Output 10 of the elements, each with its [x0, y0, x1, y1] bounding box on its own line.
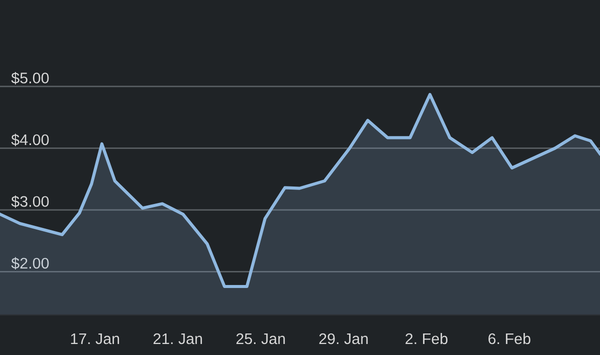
y-tick-label: $4.00 — [11, 134, 49, 146]
x-tick-label: 17. Jan — [71, 334, 120, 344]
x-tick-label: 25. Jan — [236, 333, 285, 344]
y-tick-label: $2.00 — [11, 257, 49, 270]
x-tick-label: 21. Jan — [154, 333, 202, 344]
x-tick-label: 2. Feb — [406, 332, 448, 344]
y-tick-label: $5.00 — [11, 72, 49, 84]
x-tick-label: 29. Jan — [319, 333, 368, 344]
y-tick-label: $3.00 — [11, 195, 49, 208]
x-tick-label: 6. Feb — [488, 332, 530, 344]
